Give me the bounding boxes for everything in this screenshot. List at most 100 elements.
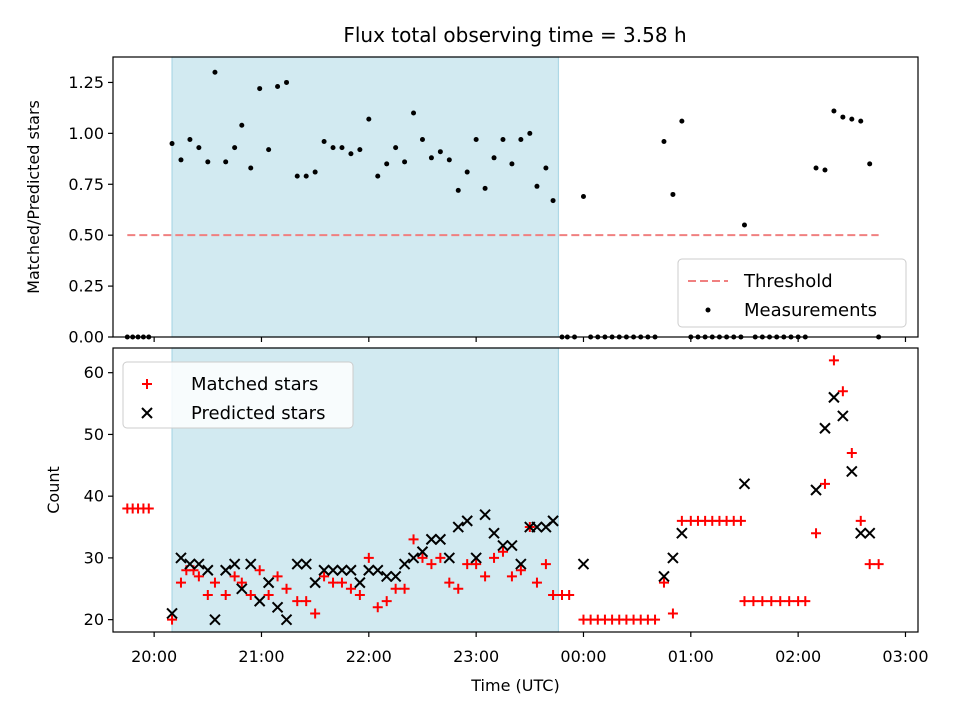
matched-point [245, 589, 256, 600]
predicted-point [452, 521, 464, 533]
predicted-point [318, 564, 330, 576]
matched-point [193, 571, 204, 582]
matched-point [345, 583, 356, 594]
legend-predicted-swatch [141, 407, 153, 419]
matched-point [855, 515, 866, 526]
predicted-point [667, 552, 679, 564]
predicted-point [577, 558, 590, 570]
predicted-point [837, 410, 849, 422]
predicted-point [479, 508, 491, 521]
matched-point [837, 386, 848, 397]
x-tick-label: 23:00 [453, 647, 499, 666]
matched-point [390, 583, 401, 594]
predicted-point [228, 558, 241, 570]
x-tick-label: 02:00 [775, 647, 821, 666]
predicted-point [443, 552, 456, 564]
matched-point [828, 355, 839, 366]
y-axis-label: Matched/Predicted stars [24, 100, 43, 294]
predicted-point [416, 546, 429, 558]
predicted-point [327, 564, 339, 576]
legend-box [677, 258, 907, 328]
matched-point [489, 552, 500, 563]
y-tick-label: 30 [84, 548, 104, 567]
measurement-point [446, 157, 452, 163]
y-tick-label: 60 [84, 363, 104, 382]
matched-point [676, 515, 687, 526]
x-tick-label: 03:00 [882, 647, 928, 666]
matched-point [272, 571, 283, 582]
measurement-point [741, 222, 747, 228]
matched-point [319, 571, 330, 582]
measurement-point [275, 84, 281, 90]
matched-point [748, 596, 759, 607]
axes-frame [112, 347, 919, 633]
legend-label: Matched stars [191, 374, 318, 395]
measurement-point [849, 116, 855, 122]
measurement-point [661, 139, 667, 145]
predicted-point [236, 583, 248, 595]
predicted-point [354, 576, 366, 589]
legend-label: Measurements [744, 300, 877, 321]
predicted-point [547, 515, 559, 527]
measurement-point [831, 108, 837, 114]
measurement-point [384, 161, 390, 167]
measurement-point [312, 169, 318, 175]
predicted-point [280, 613, 293, 626]
measurement-point [813, 165, 819, 171]
matched-point [548, 589, 559, 600]
matched-point [281, 583, 292, 594]
x-tick-label: 01:00 [668, 647, 714, 666]
matched-point [453, 583, 464, 594]
predicted-point [363, 564, 375, 576]
predicted-point [738, 478, 751, 490]
measurement-point [464, 169, 470, 175]
matched-point [301, 596, 312, 607]
x-axis-label: Time (UTC) [470, 676, 559, 695]
matched-point [667, 608, 678, 619]
matched-point [328, 577, 339, 588]
measurement-point [527, 130, 533, 136]
series-matched-stars [122, 355, 884, 625]
matched-point [408, 534, 419, 545]
series-predicted-stars [166, 391, 876, 626]
predicted-point [389, 570, 402, 583]
matched-point [254, 565, 265, 576]
matched-point [757, 596, 768, 607]
measurement-point [239, 122, 245, 128]
matched-point [310, 608, 321, 619]
measurement-point [543, 165, 549, 171]
matched-point [515, 565, 526, 576]
measurement-point [330, 145, 336, 151]
matched-point [506, 571, 517, 582]
measurement-point [402, 159, 408, 165]
matched-point [292, 596, 303, 607]
y-tick-label: 1.00 [68, 124, 104, 143]
x-tick-label: 00:00 [560, 647, 606, 666]
predicted-point [461, 515, 473, 527]
matched-point [811, 528, 822, 539]
matched-point [229, 571, 240, 582]
measurement-point [212, 69, 218, 75]
predicted-point [398, 558, 411, 570]
measurement-point [205, 159, 211, 165]
measurement-point [196, 145, 202, 151]
y-tick-label: 40 [84, 487, 104, 506]
predicted-point [810, 484, 822, 496]
predicted-point [425, 533, 438, 546]
matched-point [354, 589, 365, 600]
measurement-point [491, 155, 497, 161]
predicted-point [506, 539, 518, 552]
predicted-point [380, 570, 393, 583]
predicted-point [271, 601, 284, 614]
measurement-point [169, 141, 175, 147]
measurement-point [284, 79, 290, 85]
matched-point [336, 577, 347, 588]
matched-point [531, 577, 542, 588]
predicted-point [309, 576, 321, 589]
predicted-point [658, 570, 670, 583]
predicted-point [470, 552, 482, 564]
legend-box [122, 361, 354, 429]
measurement-point [294, 173, 300, 179]
predicted-point [434, 533, 447, 546]
